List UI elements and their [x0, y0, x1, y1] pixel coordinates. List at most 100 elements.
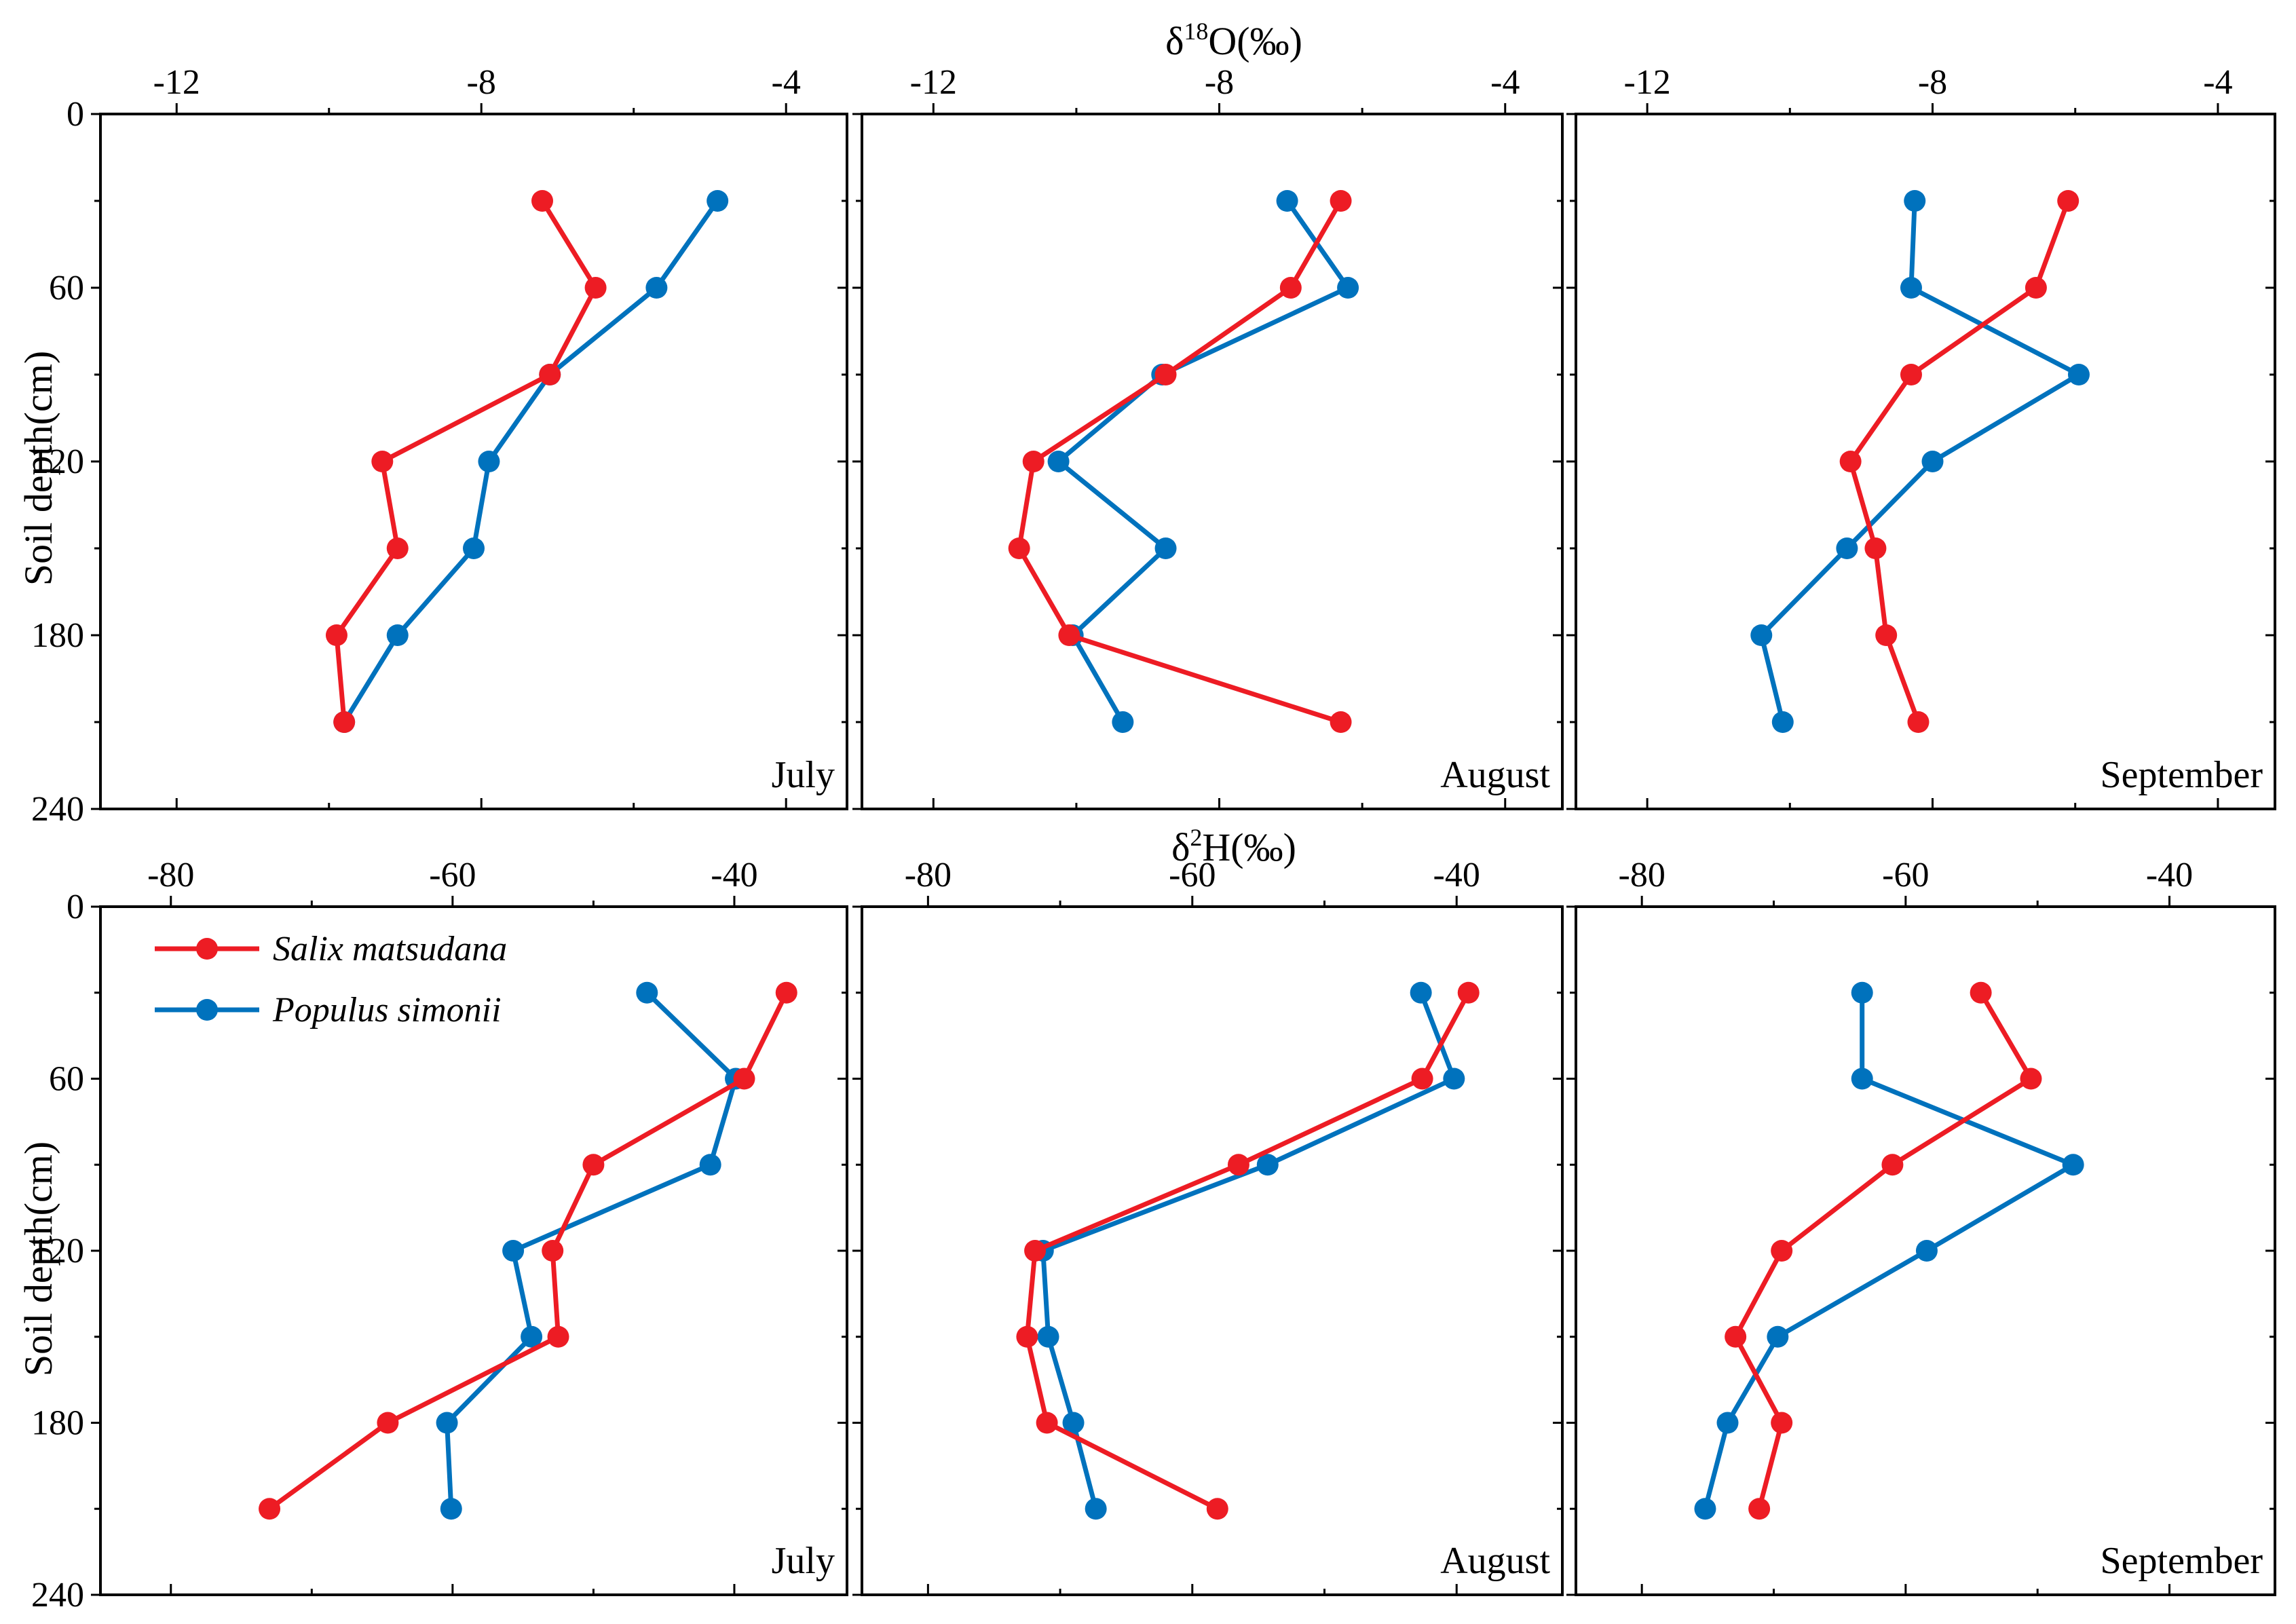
- panel-bottom-left-x-tick-label: -80: [147, 856, 194, 894]
- panel-bottom-middle-month-label: August: [1440, 1540, 1550, 1582]
- legend: Salix matsudana Populus simonii: [155, 930, 507, 1030]
- panel-top-right-populus-simonii-point: [1921, 451, 1944, 472]
- panel-bottom-left-populus-simonii-point: [636, 981, 658, 1004]
- panel-bottom-right: -80 -60 -40 September: [1566, 856, 2276, 1596]
- panel-bottom-right-salix-matsudana-point: [1725, 1325, 1747, 1348]
- panel-bottom-right-populus-simonii-line: [1703, 992, 2076, 1510]
- panel-top-left-salix-matsudana-point: [371, 451, 394, 472]
- panel-top-middle-x-tick-label: -12: [910, 63, 957, 102]
- panel-bottom-right-x-tick-label: -60: [1882, 856, 1929, 894]
- panel-top-middle-month-label: August: [1440, 754, 1550, 796]
- top-y-axis-title: Soil depth(cm): [16, 351, 60, 586]
- panel-bottom-middle-salix-matsudana-point: [1411, 1068, 1433, 1090]
- panel-top-left-salix-matsudana-point: [325, 624, 347, 646]
- panel-bottom-right-populus-simonii-point: [2062, 1154, 2084, 1176]
- panel-top-middle-populus-simonii-point: [1154, 537, 1177, 559]
- bottom-y-axis-title: Soil depth(cm): [16, 1141, 60, 1376]
- panel-bottom-right-salix-matsudana-point: [1771, 1240, 1793, 1262]
- panel-top-middle-populus-simonii-point: [1337, 277, 1359, 299]
- panel-top-middle-populus-simonii-point: [1276, 190, 1298, 212]
- panel-top-right-populus-simonii-point: [1836, 537, 1858, 559]
- panel-bottom-left-salix-matsudana-point: [582, 1154, 605, 1176]
- panel-bottom-right-month-label: September: [2101, 1540, 2263, 1582]
- panel-bottom-left-salix-matsudana-point: [542, 1240, 564, 1262]
- panel-bottom-right-salix-matsudana-point: [1970, 981, 1992, 1004]
- panel-bottom-right-populus-simonii-point: [1915, 1240, 1938, 1262]
- panel-top-left-salix-matsudana-point: [333, 711, 356, 733]
- panel-bottom-left-populus-simonii-point: [436, 1412, 458, 1434]
- panel-top-right-salix-matsudana-point: [1907, 711, 1930, 733]
- panel-top-middle: -12 -8 -4 August: [852, 63, 1564, 810]
- panel-bottom-left-salix-matsudana-line: [268, 992, 789, 1511]
- panel-top-left-populus-simonii-point: [386, 624, 409, 646]
- panel-bottom-middle-populus-simonii-line: [1040, 992, 1456, 1510]
- panel-top-left-populus-simonii-point: [478, 451, 500, 472]
- panel-top-right-populus-simonii-point: [1771, 711, 1794, 733]
- panel-bottom-right-x-tick-label: -80: [1619, 856, 1665, 894]
- panel-bottom-right-populus-simonii-point: [1767, 1325, 1789, 1348]
- panel-top-right-x-tick-label: -4: [2203, 63, 2232, 102]
- legend-label-0: Salix matsudana: [273, 930, 507, 968]
- panel-bottom-left-populus-simonii-point: [699, 1154, 721, 1176]
- panel-top-right-salix-matsudana-point: [1839, 451, 1862, 472]
- panel-top-left-y-tick-label: 120: [31, 442, 84, 481]
- panel-bottom-right-salix-matsudana-point: [1771, 1412, 1793, 1434]
- panel-bottom-left-populus-simonii-point: [440, 1498, 462, 1520]
- panel-bottom-right-populus-simonii-point: [1851, 1068, 1873, 1090]
- panel-top-left-y-tick-label: 60: [49, 269, 84, 307]
- panel-top-right-salix-matsudana-point: [2025, 277, 2047, 299]
- panel-bottom-right-salix-matsudana-point: [1881, 1154, 1904, 1176]
- panel-top-right-month-label: September: [2101, 754, 2263, 796]
- panel-top-left-month-label: July: [772, 754, 835, 796]
- panel-top-right-populus-simonii-point: [2067, 364, 2090, 385]
- panel-bottom-right-salix-matsudana-point: [1748, 1498, 1771, 1520]
- panel-top-middle-populus-simonii-point: [1112, 711, 1134, 733]
- panel-bottom-middle-populus-simonii-point: [1410, 981, 1432, 1004]
- panel-bottom-middle-salix-matsudana-point: [1036, 1412, 1058, 1434]
- panel-bottom-left: -80 -60 -40 0 60 120 180 240 July: [31, 856, 848, 1614]
- panel-top-middle-x-tick-label: -8: [1205, 63, 1234, 102]
- bottom-x-axis-title: δ2H(‰): [1171, 824, 1296, 869]
- panel-top-right-populus-simonii-point: [1900, 277, 1922, 299]
- panel-bottom-middle-populus-simonii-point: [1037, 1325, 1059, 1348]
- panel-bottom-right-salix-matsudana-point: [2020, 1068, 2042, 1090]
- panel-top-left-y-tick-label: 180: [31, 616, 84, 655]
- panel-bottom-middle-populus-simonii-point: [1062, 1412, 1085, 1434]
- panel-top-middle-x-tick-label: -4: [1490, 63, 1520, 102]
- panel-bottom-left-y-tick-label: 120: [31, 1232, 84, 1270]
- panel-top-middle-salix-matsudana-point: [1154, 364, 1177, 385]
- panel-top-right-populus-simonii-point: [1904, 190, 1926, 212]
- panel-bottom-middle-salix-matsudana-point: [1227, 1154, 1249, 1176]
- panel-bottom-left-y-tick-label: 60: [49, 1060, 84, 1099]
- panel-bottom-left-month-label: July: [772, 1540, 835, 1582]
- panel-top-left-x-tick-label: -4: [772, 63, 801, 102]
- panel-top-left-populus-simonii-point: [463, 537, 485, 559]
- panel-bottom-left-populus-simonii-line: [445, 991, 738, 1509]
- panel-bottom-left-salix-matsudana-point: [547, 1325, 569, 1348]
- panel-bottom-left-populus-simonii-point: [521, 1325, 543, 1348]
- panel-bottom-left-x-tick-label: -40: [711, 856, 757, 894]
- panel-top-middle-populus-simonii-point: [1047, 451, 1070, 472]
- panel-top-middle-salix-matsudana-point: [1058, 624, 1080, 646]
- panel-bottom-middle-salix-matsudana-point: [1206, 1498, 1228, 1520]
- top-x-axis-title: δ18O(‰): [1165, 18, 1302, 63]
- panel-bottom-left-y-tick-label: 240: [31, 1576, 84, 1614]
- panel-bottom-right-populus-simonii-point: [1851, 981, 1873, 1004]
- panel-top-right-x-tick-label: -8: [1918, 63, 1947, 102]
- panel-top-right-populus-simonii-point: [1750, 624, 1773, 646]
- panel-top-left: -12 -8 -4 0 60 120 180 240 July: [31, 63, 848, 829]
- panel-top-left-salix-matsudana-point: [386, 537, 409, 559]
- panel-top-left-frame: [99, 113, 848, 810]
- panel-bottom-middle-populus-simonii-point: [1085, 1498, 1107, 1520]
- legend-marker-1: [196, 999, 218, 1021]
- panel-top-left-populus-simonii-point: [645, 277, 668, 299]
- panel-top-middle-salix-matsudana-point: [1330, 711, 1352, 733]
- panel-top-middle-salix-matsudana-point: [1330, 190, 1352, 212]
- panel-bottom-middle-salix-matsudana-line: [1024, 992, 1471, 1511]
- legend-label-1: Populus simonii: [272, 991, 502, 1030]
- panel-top-middle-frame: [861, 113, 1564, 810]
- panel-bottom-right-x-tick-label: -40: [2146, 856, 2193, 894]
- legend-marker-0: [196, 938, 218, 960]
